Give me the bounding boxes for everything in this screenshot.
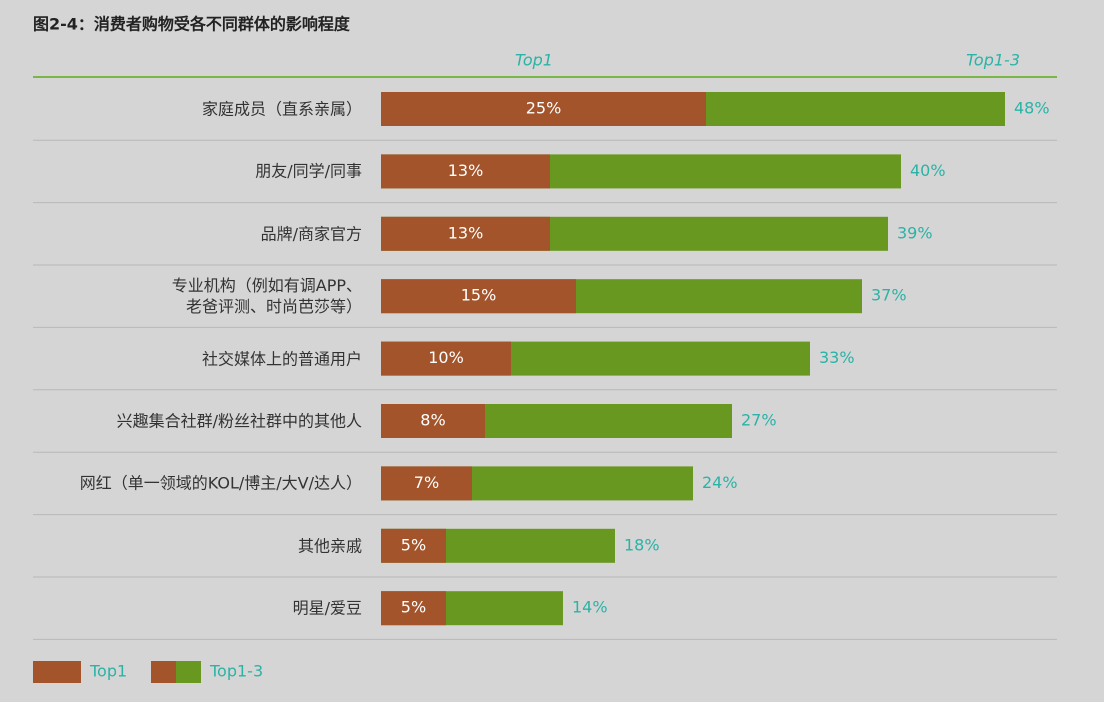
data-label: 33% — [819, 348, 855, 367]
bar-top1 — [381, 92, 706, 126]
bar-top1 — [381, 466, 472, 501]
data-label: 15% — [461, 286, 497, 305]
data-label: 48% — [1014, 99, 1050, 118]
data-label: 27% — [741, 411, 777, 430]
legend-label: Top1 — [89, 662, 127, 681]
data-label: 13% — [448, 223, 484, 242]
bar-top1 — [381, 528, 446, 563]
category-label: 网红（单一领域的KOL/博主/大V/达人） — [79, 473, 362, 493]
data-label: 14% — [572, 598, 608, 617]
data-label: 40% — [910, 161, 946, 180]
category-label: 家庭成员（直系亲属） — [201, 99, 362, 119]
category-label: 社交媒体上的普通用户 — [201, 349, 362, 369]
bar-top1 — [381, 216, 550, 251]
data-label: 37% — [871, 286, 907, 305]
data-label: 25% — [526, 99, 562, 118]
category-label: 专业机构（例如有调APP、 老爸评测、时尚芭莎等） — [171, 276, 362, 317]
category-label: 其他亲戚 — [297, 536, 362, 556]
data-label: 10% — [428, 348, 464, 367]
bar-top1 — [381, 404, 485, 438]
legend-swatch — [176, 661, 201, 683]
data-label: 5% — [401, 598, 426, 617]
data-label: 8% — [420, 411, 445, 430]
category-label: 朋友/同学/同事 — [255, 161, 362, 181]
data-label: 24% — [702, 473, 738, 492]
bar-top1 — [381, 341, 511, 376]
column-header: Top1-3 — [966, 51, 1020, 70]
data-label: 7% — [414, 473, 439, 492]
data-label: 39% — [897, 223, 933, 242]
bar-top1 — [381, 591, 446, 626]
chart-title: 图2-4：消费者购物受各不同群体的影响程度 — [33, 15, 351, 34]
data-label: 13% — [448, 161, 484, 180]
category-label: 兴趣集合社群/粉丝社群中的其他人 — [116, 411, 362, 431]
legend-swatch — [151, 661, 176, 683]
category-label: 品牌/商家官方 — [260, 224, 362, 244]
legend-swatch — [33, 661, 81, 683]
legend-label: Top1-3 — [209, 662, 263, 681]
bar-top1 — [381, 279, 576, 314]
data-label: 18% — [624, 535, 660, 554]
data-label: 5% — [401, 535, 426, 554]
bar-top1 — [381, 154, 550, 189]
category-label: 明星/爱豆 — [292, 598, 362, 618]
column-header: Top1 — [515, 51, 553, 70]
